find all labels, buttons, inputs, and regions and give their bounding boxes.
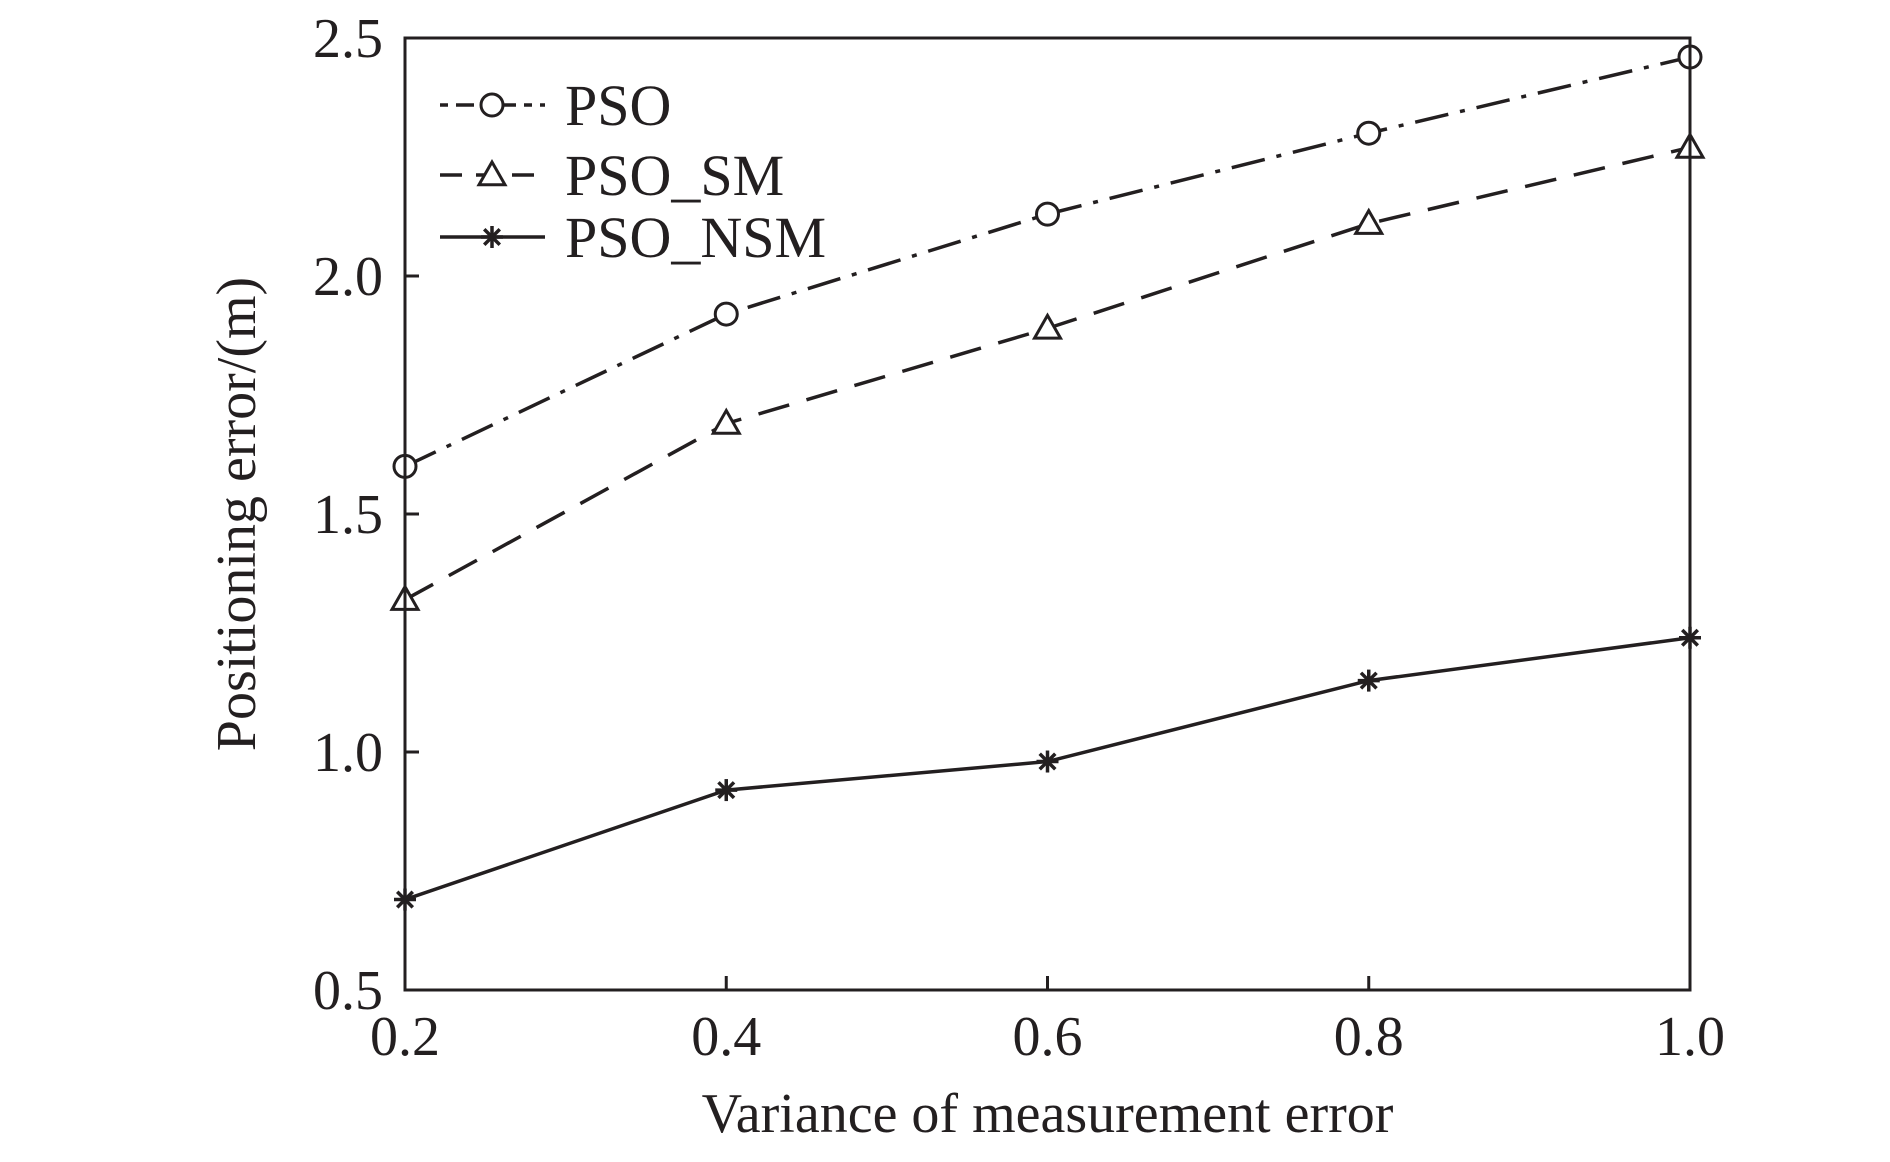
y-tick-label-0: 0.5 <box>313 960 383 1022</box>
legend-label-pso: PSO <box>565 73 671 138</box>
point-pso-nsm-2-stroke-3 <box>1038 752 1057 771</box>
legend-marker-pso-nsm <box>481 226 503 248</box>
x-tick-label-3: 0.8 <box>1334 1006 1404 1068</box>
y-tick-label-2: 1.5 <box>313 484 383 546</box>
x-tick-label-4: 1.0 <box>1655 1006 1725 1068</box>
x-tick-label-2: 0.6 <box>1013 1006 1083 1068</box>
point-pso-3 <box>1356 120 1382 146</box>
x-tick-label-1: 0.4 <box>691 1006 761 1068</box>
legend-marker-pso-sm-shape <box>476 158 508 187</box>
y-axis-label: Positioning error/(m) <box>206 277 268 751</box>
y-tick-label-4: 2.5 <box>313 8 383 70</box>
legend-item-pso: PSO <box>440 73 671 138</box>
point-pso-3-shape <box>1356 120 1382 146</box>
point-pso-nsm-1-stroke-3 <box>717 781 736 800</box>
legend-item-pso-sm: PSO_SM <box>440 143 784 208</box>
point-pso-nsm-3 <box>1357 669 1380 692</box>
series-pso-nsm <box>394 626 1701 911</box>
point-pso-2-shape <box>1035 201 1060 227</box>
point-pso-2 <box>1035 201 1060 227</box>
point-pso-sm-1-shape <box>710 407 742 435</box>
point-pso-sm-2-shape <box>1031 312 1064 340</box>
y-tick-label-1: 1.0 <box>313 722 383 784</box>
point-pso-sm-3-shape <box>1353 207 1385 235</box>
x-axis-label: Variance of measurement error <box>702 1083 1394 1145</box>
legend-label-pso-nsm: PSO_NSM <box>565 205 826 270</box>
point-pso-sm-1 <box>710 407 742 435</box>
x-tick-label-0: 0.2 <box>370 1006 440 1068</box>
point-pso-nsm-1 <box>715 779 738 802</box>
legend-marker-pso-shape <box>479 92 505 118</box>
series-pso-sm <box>389 131 1706 611</box>
legend-marker-pso-sm <box>476 158 508 187</box>
point-pso-1 <box>713 301 739 327</box>
point-pso-sm-2 <box>1031 312 1064 340</box>
point-pso-sm-3 <box>1353 207 1385 235</box>
point-pso-1-shape <box>713 301 739 327</box>
point-pso-nsm-2 <box>1036 750 1059 773</box>
legend-marker-pso <box>479 92 505 118</box>
point-pso-nsm-3-stroke-3 <box>1359 671 1378 690</box>
legend-marker-pso-nsm-stroke-3 <box>482 227 502 247</box>
legend-item-pso-nsm: PSO_NSM <box>440 205 826 270</box>
legend-label-pso-sm: PSO_SM <box>565 143 784 208</box>
series-line-pso <box>404 55 1691 468</box>
y-tick-label-3: 2.0 <box>313 246 383 308</box>
